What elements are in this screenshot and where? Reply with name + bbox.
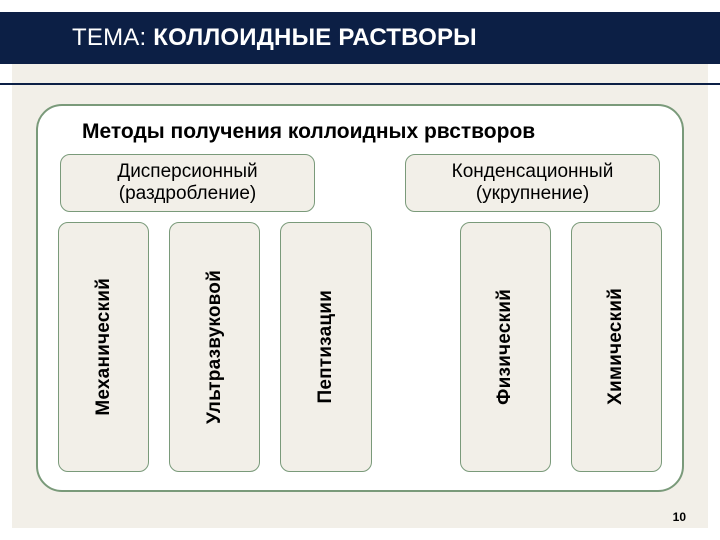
method-physical: Физический (460, 222, 551, 472)
method-ultrasound: Ультразвуковой (169, 222, 260, 472)
slide-title: ТЕМА: КОЛЛОИДНЫЕ РАСТВОРЫ (0, 24, 477, 52)
group-condensation: Конденсационный (укрупнение) (405, 154, 660, 212)
group-condensation-line2: (укрупнение) (476, 183, 589, 204)
group-dispersion: Дисперсионный (раздробление) (60, 154, 315, 212)
title-main: КОЛЛОИДНЫЕ РАСТВОРЫ (153, 24, 477, 51)
title-bar: ТЕМА: КОЛЛОИДНЫЕ РАСТВОРЫ (0, 12, 720, 64)
methods-row: Механический Ультразвуковой Пептизации Ф… (54, 222, 666, 472)
method-physical-label: Физический (494, 289, 516, 405)
title-underline (0, 83, 720, 85)
method-mechanical: Механический (58, 222, 149, 472)
group-dispersion-line2: (раздробление) (119, 183, 256, 204)
title-prefix: ТЕМА: (72, 24, 153, 51)
method-ultrasound-label: Ультразвуковой (204, 270, 226, 424)
subtitle: Методы получения коллоидных рвстворов (54, 120, 666, 154)
group-condensation-line1: Конденсационный (452, 161, 614, 182)
content-panel: Методы получения коллоидных рвстворов Ди… (36, 104, 684, 492)
methods-gap (392, 222, 440, 472)
group-row: Дисперсионный (раздробление) Конденсацио… (54, 154, 666, 222)
group-dispersion-line1: Дисперсионный (117, 161, 257, 182)
method-mechanical-label: Механический (93, 278, 115, 416)
method-peptization: Пептизации (280, 222, 371, 472)
page-number: 10 (673, 510, 686, 524)
method-chemical: Химический (571, 222, 662, 472)
method-chemical-label: Химический (605, 288, 627, 405)
method-peptization-label: Пептизации (315, 290, 337, 404)
